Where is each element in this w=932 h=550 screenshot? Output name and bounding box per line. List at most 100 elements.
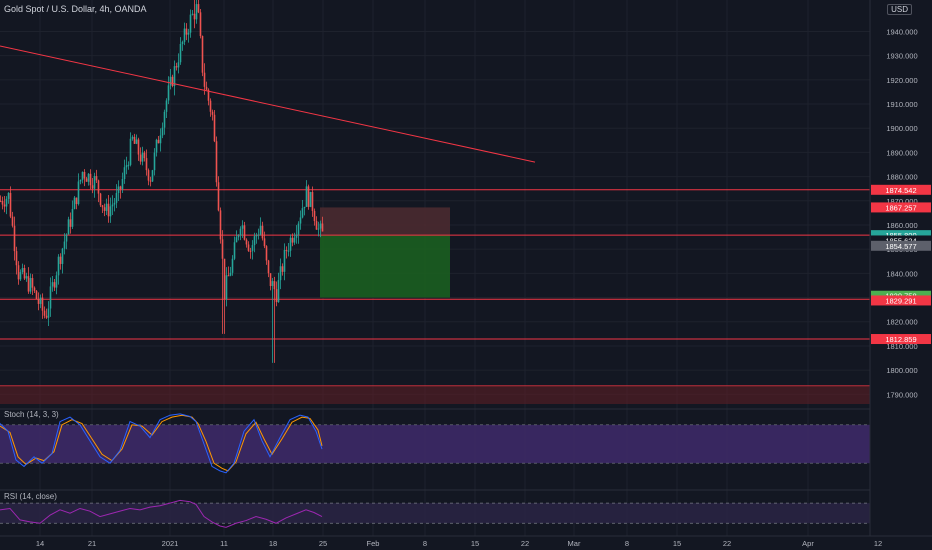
candle-69: [137, 139, 140, 155]
price-tick-8: 1860.000: [886, 221, 917, 230]
price-tag-4: 1854.577: [885, 242, 916, 251]
candle-126: [251, 245, 254, 251]
candle-147: [293, 237, 296, 243]
candle-60: [119, 186, 122, 190]
price-tag-box-4: [871, 240, 931, 251]
candle-110: [219, 210, 222, 240]
currency-button[interactable]: USD: [887, 4, 912, 15]
candle-78: [155, 139, 158, 153]
time-label-0: 14: [36, 539, 44, 548]
candle-132: [263, 238, 266, 247]
candle-54: [107, 203, 110, 217]
trendline[interactable]: [0, 45, 536, 163]
candle-143: [285, 250, 288, 252]
candle-55: [109, 206, 112, 217]
candle-94: [187, 32, 190, 35]
candle-44: [87, 173, 90, 182]
candle-42: [83, 171, 86, 179]
candle-85: [169, 76, 172, 86]
price-tag-0: 1874.542: [885, 186, 916, 195]
candle-123: [245, 239, 248, 245]
candle-81: [161, 127, 164, 136]
candle-8: [15, 251, 18, 266]
candle-155: [309, 191, 312, 207]
time-label-15: 12: [874, 539, 882, 548]
candle-59: [117, 186, 120, 193]
candle-79: [157, 139, 160, 144]
candle-2: [3, 204, 6, 207]
price-tick-13: 1810.000: [886, 342, 917, 351]
time-label-8: 15: [471, 539, 479, 548]
candle-115: [229, 272, 232, 276]
time-label-1: 21: [88, 539, 96, 548]
time-axis-background: [0, 536, 932, 550]
candle-57: [113, 202, 116, 205]
candle-127: [253, 236, 256, 246]
price-tag-1: 1867.257: [885, 203, 916, 212]
candle-51: [101, 205, 104, 208]
candle-140: [279, 266, 282, 281]
candle-33: [65, 234, 68, 242]
candle-134: [267, 260, 270, 274]
candle-91: [181, 41, 184, 44]
candle-30: [59, 256, 62, 264]
candle-10: [19, 272, 22, 280]
candle-82: [163, 111, 166, 128]
price-tick-15: 1790.000: [886, 390, 917, 399]
candle-95: [189, 14, 192, 33]
candle-17: [33, 287, 36, 291]
position-tool[interactable]: [320, 207, 450, 298]
candle-47: [93, 176, 96, 189]
candle-27: [53, 282, 56, 288]
price-tag-6: 1829.291: [885, 296, 916, 305]
candle-90: [179, 43, 182, 63]
price-tick-10: 1840.000: [886, 269, 917, 278]
price-tick-6: 1880.000: [886, 173, 917, 182]
horizontal-levels[interactable]: [0, 189, 870, 404]
time-label-5: 25: [319, 539, 327, 548]
candle-105: [209, 100, 212, 112]
time-label-11: 8: [625, 539, 629, 548]
candle-80: [159, 135, 162, 144]
candle-135: [269, 273, 272, 287]
candle-22: [43, 310, 46, 316]
candle-98: [195, 4, 198, 20]
price-axis[interactable]: 1940.000 1930.000 1920.000 1910.000 1900.000…: [869, 0, 932, 550]
candle-104: [207, 89, 210, 101]
candle-128: [255, 235, 258, 237]
candle-43: [85, 178, 88, 182]
candle-157: [313, 210, 316, 222]
candle-158: [315, 221, 318, 230]
candle-34: [67, 219, 70, 235]
stoch-band: [0, 424, 870, 464]
price-tick-2: 1920.000: [886, 76, 917, 85]
candle-5: [9, 192, 12, 217]
candle-15: [29, 278, 32, 292]
price-tag-box-7: [871, 334, 931, 345]
time-label-9: 22: [521, 539, 529, 548]
price-tick-1: 1930.000: [886, 52, 917, 61]
candle-29: [57, 256, 60, 276]
candle-50: [99, 193, 102, 206]
price-tag-7: 1812.859: [885, 335, 916, 344]
candle-83: [165, 100, 168, 112]
candle-61: [121, 178, 124, 190]
price-tag-box-1: [871, 202, 931, 213]
time-axis[interactable]: 14 21 2021 11 18 25 Feb 8 15 22 Mar 8 15 22 Apr 12: [0, 535, 932, 550]
stochastic-pane: 80.0020.00%D · 47.49%K · 42.75: [0, 408, 932, 474]
candle-11: [21, 267, 24, 273]
candle-96: [191, 13, 194, 15]
candle-124: [247, 244, 250, 251]
candle-67: [133, 136, 136, 144]
candle-71: [141, 152, 144, 162]
rsi-label[interactable]: RSI (14, close): [4, 492, 57, 501]
bottom-zone: [0, 385, 870, 404]
candle-26: [51, 282, 54, 287]
candle-151: [301, 208, 304, 218]
stochastic-label[interactable]: Stoch (14, 3, 3): [4, 410, 59, 419]
take-profit-zone: [320, 235, 450, 298]
candle-97: [193, 13, 196, 20]
candle-9: [17, 265, 20, 280]
candle-100: [199, 12, 202, 37]
